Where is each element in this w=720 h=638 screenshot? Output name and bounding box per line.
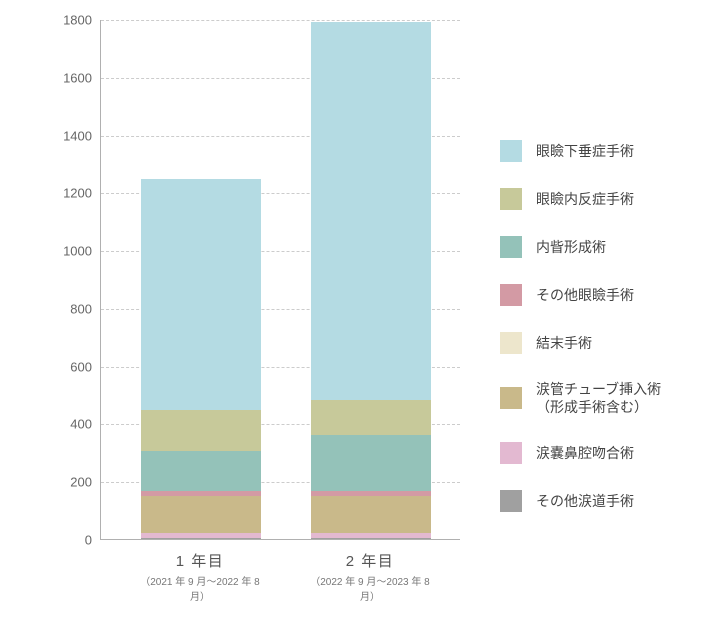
legend-label: その他眼瞼手術 [536, 286, 634, 304]
legend-swatch [500, 188, 522, 210]
bar-segment [141, 179, 261, 410]
bar-segment [311, 538, 431, 539]
y-tick-label: 800 [42, 301, 92, 316]
legend-swatch [500, 236, 522, 258]
legend-label: 涙管チューブ挿入術（形成手術含む） [536, 380, 661, 416]
y-tick-label: 0 [42, 533, 92, 548]
x-sublabel: （2022 年 9 月〜2023 年 8 月） [310, 573, 430, 603]
bar-segment [311, 435, 431, 491]
legend-swatch [500, 332, 522, 354]
bar-segment [311, 400, 431, 435]
legend-item: 涙管チューブ挿入術（形成手術含む） [500, 380, 700, 416]
bar-segment [141, 496, 261, 534]
y-tick-label: 1600 [42, 70, 92, 85]
x-label-group: 1 年目（2021 年 9 月〜2022 年 8 月） [140, 550, 260, 603]
x-label-group: 2 年目（2022 年 9 月〜2023 年 8 月） [310, 550, 430, 603]
legend-item: 眼瞼内反症手術 [500, 188, 700, 210]
legend-item: 眼瞼下垂症手術 [500, 140, 700, 162]
x-sublabel: （2021 年 9 月〜2022 年 8 月） [140, 573, 260, 603]
legend-item: その他涙道手術 [500, 490, 700, 512]
bar-segment [141, 538, 261, 539]
y-tick-label: 200 [42, 475, 92, 490]
plot-area [100, 20, 460, 540]
bar-segment [311, 491, 431, 495]
y-tick-label: 1000 [42, 244, 92, 259]
bar-segment [141, 533, 261, 537]
legend-label: 内眥形成術 [536, 238, 606, 256]
y-tick-label: 1400 [42, 128, 92, 143]
legend: 眼瞼下垂症手術眼瞼内反症手術内眥形成術その他眼瞼手術結末手術涙管チューブ挿入術（… [500, 140, 700, 538]
y-tick-label: 1800 [42, 13, 92, 28]
bar-segment [311, 533, 431, 537]
legend-label: 眼瞼内反症手術 [536, 190, 634, 208]
legend-item: 涙嚢鼻腔吻合術 [500, 442, 700, 464]
legend-item: その他眼瞼手術 [500, 284, 700, 306]
y-tick-label: 1200 [42, 186, 92, 201]
bar-segment [311, 22, 431, 400]
legend-swatch [500, 284, 522, 306]
stacked-bar-chart: 0200400600800100012001400160018001 年目（20… [40, 20, 460, 580]
bar-segment [141, 491, 261, 495]
x-label: 1 年目 [140, 550, 260, 571]
x-label: 2 年目 [310, 550, 430, 571]
legend-item: 内眥形成術 [500, 236, 700, 258]
y-tick-label: 400 [42, 417, 92, 432]
y-tick-label: 600 [42, 359, 92, 374]
legend-swatch [500, 140, 522, 162]
legend-label: 涙嚢鼻腔吻合術 [536, 444, 634, 462]
legend-swatch [500, 387, 522, 409]
gridline [101, 20, 460, 21]
bar-segment [141, 451, 261, 491]
legend-label: 眼瞼下垂症手術 [536, 142, 634, 160]
bar-segment [311, 496, 431, 534]
legend-item: 結末手術 [500, 332, 700, 354]
legend-label: 結末手術 [536, 334, 592, 352]
legend-swatch [500, 490, 522, 512]
legend-swatch [500, 442, 522, 464]
legend-label: その他涙道手術 [536, 492, 634, 510]
bar-segment [141, 410, 261, 450]
